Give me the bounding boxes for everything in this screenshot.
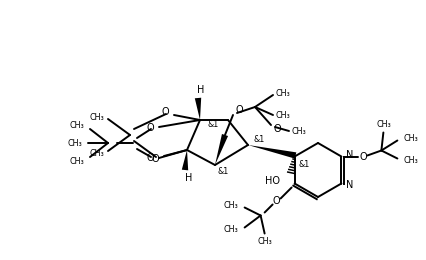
Text: CH₃: CH₃ <box>89 148 104 158</box>
Text: O: O <box>161 107 169 117</box>
Text: &1: &1 <box>208 120 219 128</box>
Text: CH₃: CH₃ <box>291 127 306 135</box>
Text: O: O <box>151 154 159 164</box>
Text: CH₃: CH₃ <box>257 237 272 246</box>
Text: &1: &1 <box>299 160 310 169</box>
Text: CH₃: CH₃ <box>403 134 418 143</box>
Text: CH₃: CH₃ <box>67 139 82 147</box>
Polygon shape <box>195 98 201 120</box>
Text: O: O <box>360 152 367 161</box>
Text: HO: HO <box>265 177 280 186</box>
Text: CH₃: CH₃ <box>224 225 239 234</box>
Text: CH₃: CH₃ <box>89 113 104 121</box>
Text: O: O <box>235 105 243 115</box>
Text: CH₃: CH₃ <box>224 201 239 210</box>
Text: &1: &1 <box>218 166 229 176</box>
Text: CH₃: CH₃ <box>69 157 84 166</box>
Text: N: N <box>346 151 354 160</box>
Text: H: H <box>185 173 193 183</box>
Text: O: O <box>273 124 281 134</box>
Text: CH₃: CH₃ <box>403 156 418 165</box>
Text: O: O <box>147 153 154 163</box>
Polygon shape <box>182 150 188 170</box>
Text: O: O <box>273 197 280 206</box>
Text: O: O <box>147 123 154 133</box>
Polygon shape <box>215 134 228 165</box>
Text: CH₃: CH₃ <box>275 88 290 98</box>
Text: &1: &1 <box>253 134 264 144</box>
Text: CH₃: CH₃ <box>275 110 290 120</box>
Text: CH₃: CH₃ <box>69 120 84 129</box>
Text: N: N <box>346 179 354 190</box>
Text: H: H <box>197 85 204 95</box>
Text: CH₃: CH₃ <box>376 120 391 129</box>
Polygon shape <box>248 145 296 159</box>
